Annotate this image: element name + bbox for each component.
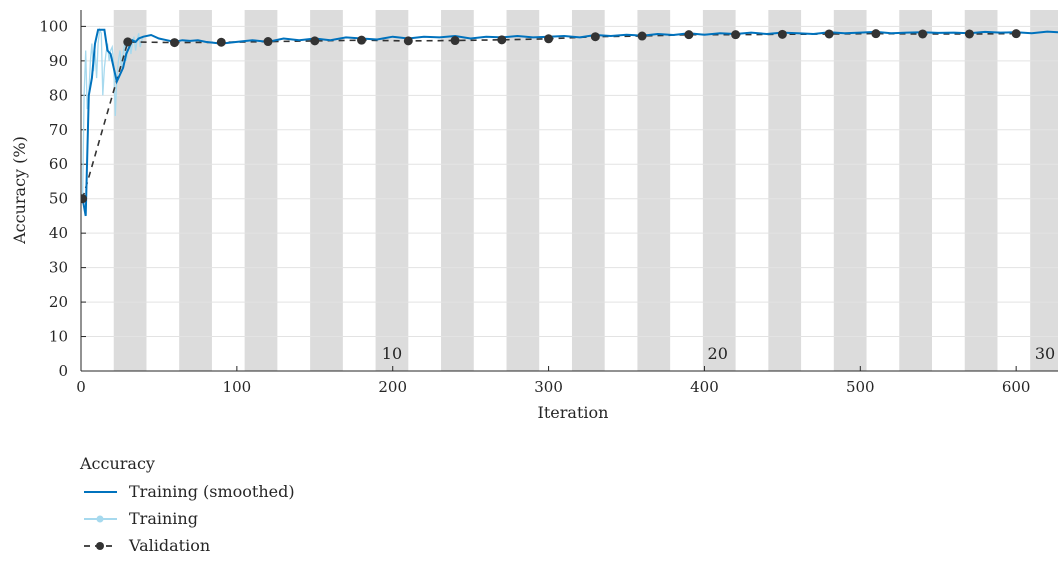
epoch-band — [310, 10, 343, 371]
epoch-label: 30 — [1035, 344, 1055, 363]
y-tick-label: 10 — [49, 328, 68, 346]
validation-point — [590, 32, 600, 42]
legend: Accuracy Training (smoothed) Training Va… — [79, 454, 295, 555]
x-tick-label: 400 — [690, 378, 719, 396]
x-axis-title: Iteration — [538, 403, 609, 422]
x-tick-label: 300 — [534, 378, 563, 396]
epoch-label: 20 — [708, 344, 728, 363]
legend-entry-training-smoothed: Training (smoothed) — [84, 482, 295, 501]
legend-title: Accuracy — [79, 454, 155, 473]
epoch-band — [768, 10, 802, 371]
validation-point — [357, 35, 367, 45]
epoch-band — [375, 10, 409, 371]
legend-label-training: Training — [129, 509, 198, 528]
series-layer — [81, 27, 1058, 217]
epoch-band — [244, 10, 278, 371]
validation-point — [450, 36, 460, 46]
x-tick-label: 0 — [76, 378, 86, 396]
y-tick-label: 80 — [49, 86, 68, 104]
epoch-labels: 10 20 30 — [382, 344, 1055, 363]
series-validation-line — [81, 32, 1017, 199]
validation-point — [310, 36, 320, 46]
y-tick-label: 70 — [49, 121, 68, 139]
x-tick-label: 600 — [1002, 378, 1031, 396]
epoch-band — [964, 10, 998, 371]
axes: 0 100 200 300 400 500 600 0 10 20 30 40 50 60 70 80 90 10… — [39, 10, 1058, 396]
validation-point — [403, 36, 413, 46]
validation-point — [81, 194, 88, 204]
validation-point — [777, 29, 787, 39]
legend-label-training-smoothed: Training (smoothed) — [129, 482, 295, 501]
epoch-band — [899, 10, 932, 371]
epoch-bands — [113, 10, 1058, 371]
epoch-label: 10 — [382, 344, 402, 363]
y-tick-label: 20 — [49, 293, 68, 311]
epoch-band — [506, 10, 540, 371]
epoch-band — [702, 10, 736, 371]
validation-point — [1011, 29, 1021, 39]
x-tick-label: 100 — [223, 378, 252, 396]
series-training-smoothed-line — [81, 28, 1058, 217]
validation-point — [684, 30, 694, 40]
y-tick-label: 100 — [39, 17, 68, 35]
y-tick-label: 50 — [49, 190, 68, 208]
legend-label-validation: Validation — [128, 536, 210, 555]
validation-point — [918, 29, 928, 39]
epoch-band — [1030, 10, 1058, 371]
validation-point — [544, 34, 554, 44]
validation-point — [123, 37, 133, 47]
legend-entry-training: Training — [84, 509, 198, 528]
validation-point — [731, 30, 741, 40]
y-tick-label: 30 — [49, 259, 68, 277]
validation-point — [824, 29, 834, 39]
legend-marker-training — [96, 515, 104, 523]
x-tick-label: 500 — [846, 378, 875, 396]
epoch-band — [571, 10, 605, 371]
validation-point — [263, 37, 273, 47]
epoch-band — [179, 10, 212, 371]
legend-marker-validation — [96, 542, 104, 550]
y-axis-title: Accuracy (%) — [10, 136, 29, 245]
validation-point — [170, 38, 180, 48]
y-tick-label: 60 — [49, 155, 68, 173]
epoch-band — [637, 10, 671, 371]
validation-point — [964, 29, 974, 39]
epoch-band — [833, 10, 867, 371]
validation-point — [637, 31, 647, 41]
y-tick-label: 0 — [58, 362, 68, 380]
grid-lines — [81, 25, 1058, 338]
validation-point — [216, 37, 226, 47]
legend-entry-validation: Validation — [84, 536, 210, 555]
y-tick-label: 90 — [49, 52, 68, 70]
validation-point — [497, 35, 507, 45]
epoch-band — [441, 10, 474, 371]
x-tick-label: 200 — [378, 378, 407, 396]
y-tick-label: 40 — [49, 224, 68, 242]
validation-point — [871, 29, 881, 39]
